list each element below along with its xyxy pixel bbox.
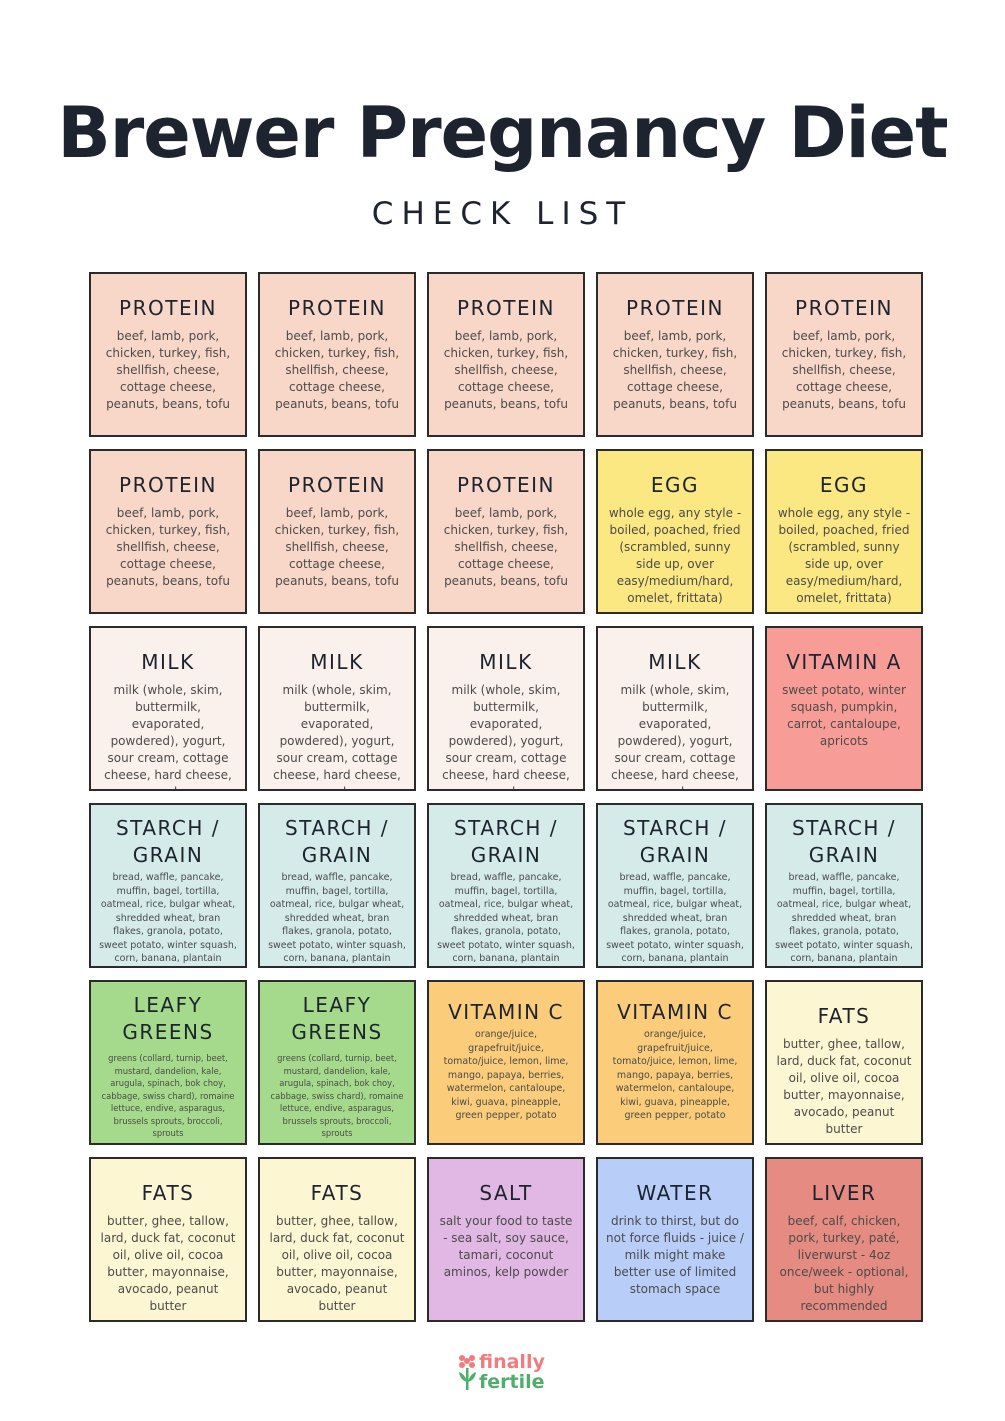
food-card: PROTEIN beef, lamb, pork, chicken, turkey… [765, 272, 923, 437]
food-card: PROTEIN beef, lamb, pork, chicken, turkey… [596, 272, 754, 437]
card-title: PROTEIN [457, 473, 555, 497]
card-title: VITAMIN A [786, 650, 902, 674]
card-title: PROTEIN [288, 296, 386, 320]
food-card: FATS butter, ghee, tallow, lard, duck fat… [89, 1157, 247, 1322]
card-body: beef, lamb, pork, chicken, turkey, fish,… [105, 506, 231, 588]
card-body: orange/juice, grapefruit/juice, tomato/j… [612, 1029, 738, 1121]
food-card: FATS butter, ghee, tallow, lard, duck fat… [258, 1157, 416, 1322]
food-card: LIVER beef, calf, chicken, pork, turkey, … [765, 1157, 923, 1322]
card-title: PROTEIN [119, 473, 217, 497]
card-body: beef, lamb, pork, chicken, turkey, fish,… [443, 329, 569, 411]
card-body: greens (collard, turnip, beet, mustard, … [101, 1053, 235, 1138]
card-body: drink to thirst, but do not force fluids… [606, 1214, 744, 1296]
card-title: FATS [310, 1181, 364, 1205]
card-title: LIVER [811, 1181, 877, 1205]
food-card: PROTEIN beef, lamb, pork, chicken, turkey… [258, 272, 416, 437]
food-card: WATER drink to thirst, but do not force f… [596, 1157, 754, 1322]
card-title: LEAFY GREENS [291, 993, 383, 1044]
card-title: FATS [141, 1181, 195, 1205]
card-body: beef, lamb, pork, chicken, turkey, fish,… [781, 329, 907, 411]
card-body: sweet potato, winter squash, pumpkin, ca… [782, 683, 906, 748]
card-body: beef, lamb, pork, chicken, turkey, fish,… [105, 329, 231, 411]
logo-text: finally fertile [479, 1352, 545, 1392]
card-body: salt your food to taste - sea salt, soy … [439, 1214, 573, 1279]
page-subtitle: CHECK LIST [371, 196, 634, 232]
card-body: bread, waffle, pancake, muffin, bagel, t… [268, 872, 406, 964]
food-card: LEAFY GREENS greens (collard, turnip, bee… [89, 980, 247, 1145]
card-body: whole egg, any style - boiled, poached, … [777, 506, 911, 605]
card-body: beef, calf, chicken, pork, turkey, paté,… [779, 1214, 909, 1313]
card-title: EGG [819, 473, 869, 497]
card-title: PROTEIN [626, 296, 724, 320]
card-body: beef, lamb, pork, chicken, turkey, fish,… [274, 329, 400, 411]
food-card: EGG whole egg, any style - boiled, poache… [765, 449, 923, 614]
card-title: VITAMIN C [448, 1000, 564, 1024]
card-title: FATS [817, 1004, 871, 1028]
food-card: VITAMIN C orange/juice, grapefruit/juice,… [427, 980, 585, 1145]
card-title: PROTEIN [795, 296, 893, 320]
card-body: bread, waffle, pancake, muffin, bagel, t… [775, 872, 913, 964]
card-title: MILK [479, 650, 533, 674]
card-title: STARCH / GRAIN [115, 816, 221, 867]
card-body: greens (collard, turnip, beet, mustard, … [270, 1053, 404, 1138]
food-card: MILK milk (whole, skim, buttermilk, evapo… [427, 626, 585, 791]
card-title: MILK [141, 650, 195, 674]
food-card: STARCH / GRAIN bread, waffle, pancake, mu… [427, 803, 585, 968]
card-body: whole egg, any style - boiled, poached, … [608, 506, 742, 605]
card-title: PROTEIN [457, 296, 555, 320]
card-title: STARCH / GRAIN [453, 816, 559, 867]
food-card: STARCH / GRAIN bread, waffle, pancake, mu… [258, 803, 416, 968]
food-card: STARCH / GRAIN bread, waffle, pancake, mu… [765, 803, 923, 968]
card-title: STARCH / GRAIN [791, 816, 897, 867]
card-title: MILK [310, 650, 364, 674]
card-title: VITAMIN C [617, 1000, 733, 1024]
food-card: FATS butter, ghee, tallow, lard, duck fat… [765, 980, 923, 1145]
logo-word-finally: finally [479, 1351, 545, 1373]
logo-word-fertile: fertile [479, 1371, 545, 1393]
food-card: LEAFY GREENS greens (collard, turnip, bee… [258, 980, 416, 1145]
card-body: milk (whole, skim, buttermilk, evaporate… [611, 683, 739, 789]
food-card: SALT salt your food to taste - sea salt, … [427, 1157, 585, 1322]
card-body: milk (whole, skim, buttermilk, evaporate… [273, 683, 401, 789]
food-card: PROTEIN beef, lamb, pork, chicken, turkey… [427, 449, 585, 614]
food-card: PROTEIN beef, lamb, pork, chicken, turkey… [427, 272, 585, 437]
card-title: STARCH / GRAIN [622, 816, 728, 867]
card-title: LEAFY GREENS [122, 993, 214, 1044]
food-card: MILK milk (whole, skim, buttermilk, evapo… [89, 626, 247, 791]
food-card: MILK milk (whole, skim, buttermilk, evapo… [258, 626, 416, 791]
card-body: butter, ghee, tallow, lard, duck fat, co… [776, 1037, 912, 1136]
page-title: Brewer Pregnancy Diet [57, 92, 948, 174]
card-body: butter, ghee, tallow, lard, duck fat, co… [100, 1214, 236, 1313]
food-card: MILK milk (whole, skim, buttermilk, evapo… [596, 626, 754, 791]
card-title: MILK [648, 650, 702, 674]
card-title: STARCH / GRAIN [284, 816, 390, 867]
card-body: beef, lamb, pork, chicken, turkey, fish,… [443, 506, 569, 588]
checklist-grid: PROTEIN beef, lamb, pork, chicken, turkey… [89, 272, 923, 1322]
food-card: EGG whole egg, any style - boiled, poache… [596, 449, 754, 614]
card-body: bread, waffle, pancake, muffin, bagel, t… [437, 872, 575, 964]
card-body: bread, waffle, pancake, muffin, bagel, t… [99, 872, 237, 964]
card-body: orange/juice, grapefruit/juice, tomato/j… [443, 1029, 569, 1121]
card-title: PROTEIN [119, 296, 217, 320]
card-title: WATER [636, 1181, 714, 1205]
card-body: bread, waffle, pancake, muffin, bagel, t… [606, 872, 744, 964]
food-card: PROTEIN beef, lamb, pork, chicken, turkey… [89, 449, 247, 614]
card-body: milk (whole, skim, buttermilk, evaporate… [104, 683, 232, 789]
card-body: butter, ghee, tallow, lard, duck fat, co… [269, 1214, 405, 1313]
flower-icon [459, 1355, 476, 1390]
food-card: VITAMIN C orange/juice, grapefruit/juice,… [596, 980, 754, 1145]
card-title: SALT [479, 1181, 533, 1205]
card-body: milk (whole, skim, buttermilk, evaporate… [442, 683, 570, 789]
food-card: PROTEIN beef, lamb, pork, chicken, turkey… [258, 449, 416, 614]
food-card: VITAMIN A sweet potato, winter squash, pu… [765, 626, 923, 791]
card-title: PROTEIN [288, 473, 386, 497]
card-title: EGG [650, 473, 700, 497]
card-body: beef, lamb, pork, chicken, turkey, fish,… [612, 329, 738, 411]
card-body: beef, lamb, pork, chicken, turkey, fish,… [274, 506, 400, 588]
finally-fertile-logo: finally fertile [455, 1352, 555, 1394]
food-card: PROTEIN beef, lamb, pork, chicken, turkey… [89, 272, 247, 437]
food-card: STARCH / GRAIN bread, waffle, pancake, mu… [89, 803, 247, 968]
food-card: STARCH / GRAIN bread, waffle, pancake, mu… [596, 803, 754, 968]
